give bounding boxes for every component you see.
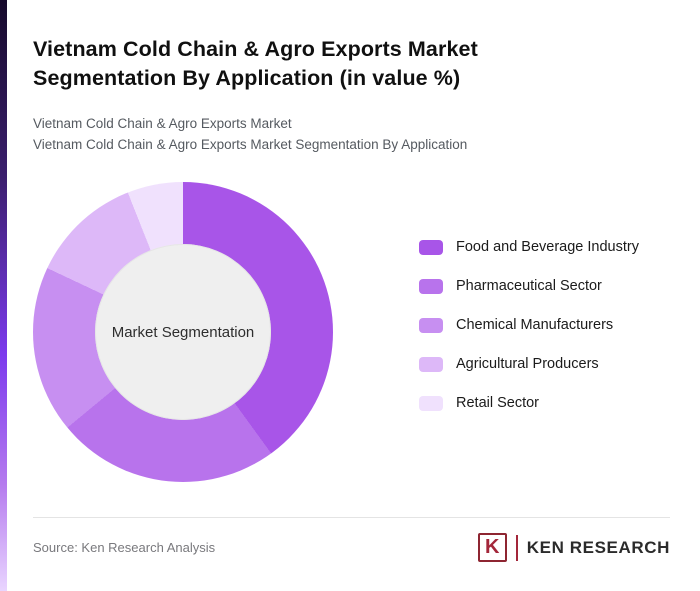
legend-swatch [419, 317, 443, 333]
source-text: Source: Ken Research Analysis [33, 540, 216, 555]
legend-item: Agricultural Producers [419, 356, 639, 372]
legend-item: Pharmaceutical Sector [419, 278, 639, 294]
legend-item: Food and Beverage Industry [419, 239, 639, 255]
footer-row: Source: Ken Research Analysis K KEN RESE… [33, 518, 670, 562]
legend-item: Chemical Manufacturers [419, 317, 639, 333]
chart-legend: Food and Beverage Industry Pharmaceutica… [419, 239, 639, 411]
logo-divider [515, 534, 518, 561]
k-logo-icon: K [477, 533, 507, 562]
footer: Source: Ken Research Analysis K KEN RESE… [33, 517, 670, 562]
legend-swatch [419, 356, 443, 372]
donut-center: Market Segmentation [95, 244, 271, 421]
legend-label: Pharmaceutical Sector [456, 278, 602, 295]
legend-swatch [419, 395, 443, 411]
logo-wordmark: KEN RESEARCH [526, 537, 670, 557]
subtitle-block: Vietnam Cold Chain & Agro Exports Market… [33, 114, 670, 156]
legend-swatch [419, 278, 443, 294]
subtitle-line-2: Vietnam Cold Chain & Agro Exports Market… [33, 137, 468, 153]
subtitle-line-1: Vietnam Cold Chain & Agro Exports Market [33, 116, 292, 132]
legend-label: Chemical Manufacturers [456, 317, 614, 334]
left-accent-bar [0, 0, 7, 591]
chart-row: Market Segmentation Food and Beverage In… [33, 182, 670, 483]
legend-swatch [419, 239, 443, 255]
legend-label: Agricultural Producers [456, 356, 599, 373]
donut-center-label: Market Segmentation [111, 323, 255, 341]
legend-label: Food and Beverage Industry [456, 239, 639, 256]
ken-research-logo: K KEN RESEARCH [477, 533, 670, 562]
donut-chart: Market Segmentation [33, 182, 333, 483]
page-title: Vietnam Cold Chain & Agro Exports Market… [33, 37, 478, 91]
content-area: Vietnam Cold Chain & Agro Exports Market… [33, 0, 670, 483]
legend-item: Retail Sector [419, 395, 639, 411]
legend-label: Retail Sector [456, 395, 540, 412]
